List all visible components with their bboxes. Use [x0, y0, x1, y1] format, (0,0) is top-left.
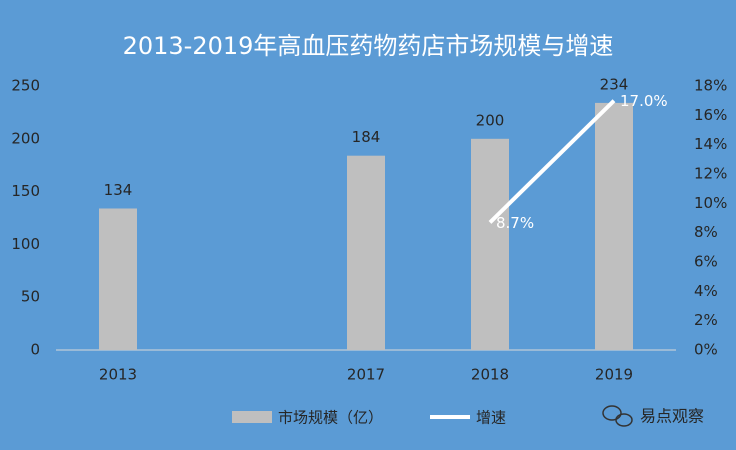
y2-tick-label: 18% — [694, 77, 727, 95]
line — [488, 99, 616, 224]
data-label: 8.7% — [496, 214, 534, 232]
bar — [595, 102, 633, 350]
y2-tick-label: 4% — [694, 282, 718, 300]
watermark-icon — [602, 405, 633, 427]
y2-tick-label: 10% — [694, 194, 727, 212]
chart-title: 2013-2019年高血压药物药店市场规模与增速 — [123, 32, 614, 60]
y2-tick-label: 2% — [694, 311, 718, 329]
x-tick-label: 2018 — [471, 366, 509, 384]
x-tick-label: 2013 — [99, 366, 137, 384]
legend-label: 增速 — [476, 409, 506, 427]
y2-tick-label: 12% — [694, 165, 727, 183]
y2-tick-label: 6% — [694, 253, 718, 271]
y2-tick-label: 14% — [694, 135, 727, 153]
data-label: 134 — [104, 181, 133, 199]
data-label: 234 — [600, 75, 629, 93]
y2-tick-label: 0% — [694, 341, 718, 359]
y-tick-label: 150 — [11, 182, 40, 200]
x-tick-label: 2017 — [347, 366, 385, 384]
legend-label: 市场规模（亿） — [278, 409, 383, 427]
data-label: 200 — [476, 111, 505, 129]
bar — [347, 155, 385, 350]
data-label: 184 — [352, 128, 381, 146]
data-label: 17.0% — [620, 92, 668, 110]
y-tick-label: 50 — [21, 288, 40, 306]
y2-tick-label: 16% — [694, 106, 727, 124]
bar — [99, 208, 137, 350]
bar — [471, 138, 509, 350]
y-tick-label: 250 — [11, 77, 40, 95]
x-tick-label: 2019 — [595, 366, 633, 384]
y-tick-label: 100 — [11, 235, 40, 253]
y-tick-label: 0 — [30, 341, 40, 359]
watermark: 易点观察 — [640, 407, 704, 426]
y-tick-label: 200 — [11, 129, 40, 147]
y2-tick-label: 8% — [694, 223, 718, 241]
legend-swatch — [232, 411, 272, 423]
